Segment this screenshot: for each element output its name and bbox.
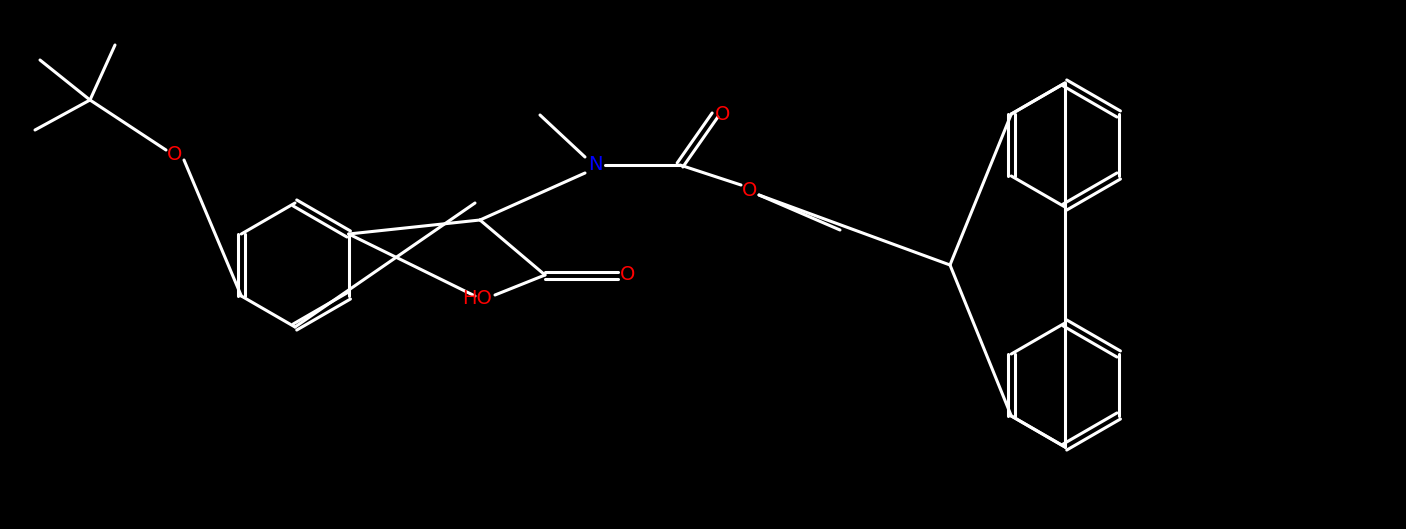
- Text: HO: HO: [463, 289, 492, 308]
- Text: O: O: [620, 266, 636, 285]
- Text: O: O: [167, 145, 183, 165]
- Text: N: N: [588, 156, 602, 175]
- Text: O: O: [716, 105, 731, 124]
- Text: O: O: [742, 180, 758, 199]
